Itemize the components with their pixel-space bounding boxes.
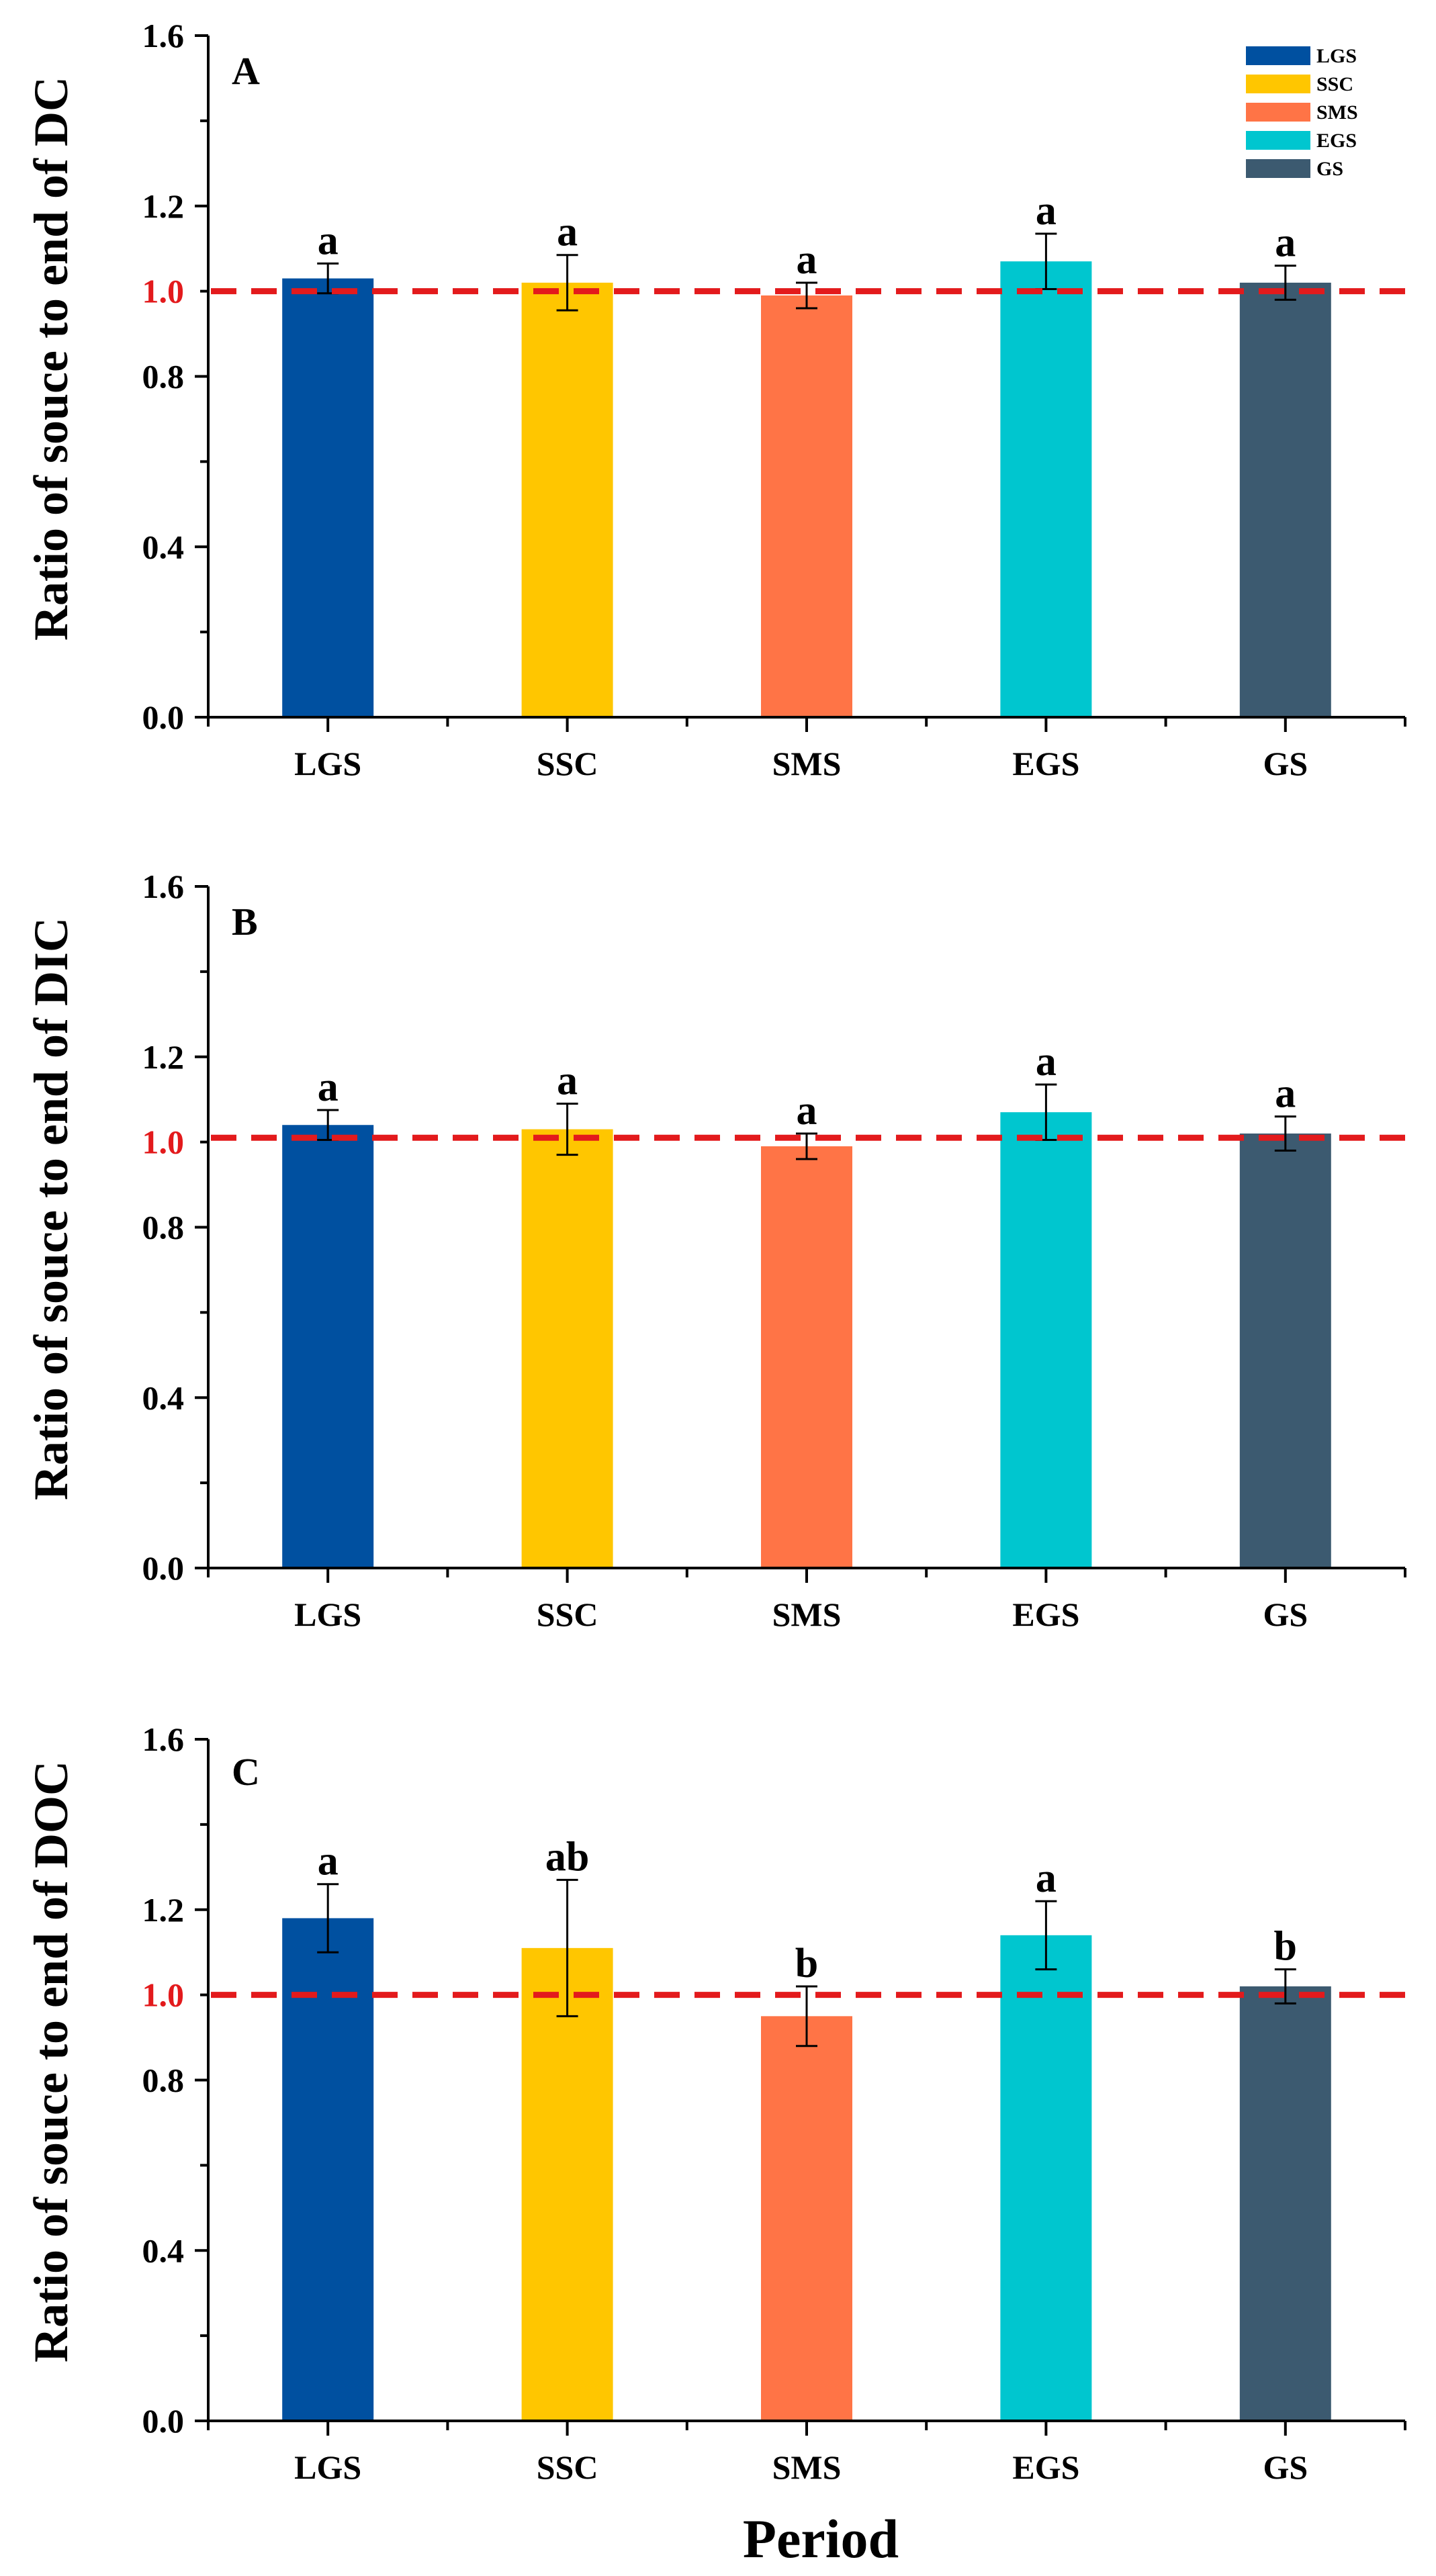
panel-label-b: B [232,900,258,944]
y-tick-label-c: 1.0 [142,1976,185,2014]
bar-b-lgs [282,1125,374,1568]
x-tick-label-c-egs: EGS [1012,2448,1079,2486]
y-tick-label-a: 0.0 [142,698,185,736]
significance-label-b-gs: a [1275,1071,1296,1117]
legend-swatch-sms [1246,103,1310,122]
y-tick-label-b: 1.2 [142,1038,185,1076]
error-bar-a-ssc [556,254,578,312]
x-tick-label-c-gs: GS [1263,2448,1308,2486]
y-tick-label-c: 1.2 [142,1891,185,1929]
legend-swatch-ssc [1246,75,1310,93]
legend-swatch-lgs [1246,46,1310,65]
error-bar-a-gs [1274,265,1296,301]
panel-label-c: C [232,1750,260,1794]
y-tick-label-a: 1.6 [142,17,185,54]
plot-area-a: a a a a a 0.0 0.4 0.8 1.0 1.2 1.6 LGS SSC SMS EGS GS [142,17,1406,782]
x-tick-label-a-sms: SMS [772,745,842,782]
x-tick-label-a-ssc: SSC [537,745,598,782]
error-bar-c-egs [1035,1900,1057,1971]
y-tick-label-b: 1.6 [142,868,185,905]
y-axis-label-b: Ratio of souce to end of DIC [24,917,78,1500]
y-tick-label-c: 0.4 [142,2232,185,2269]
y-axis-label-c: Ratio of souce to end of DOC [24,1761,78,2362]
y-tick-label-b: 0.8 [142,1209,185,1246]
error-bar-c-ssc [556,1878,578,2017]
significance-label-c-lgs: a [318,1839,339,1884]
y-tick-label-a: 1.0 [142,273,185,310]
panel-label-a: A [232,49,260,93]
bar-a-egs [1000,261,1092,717]
y-tick-label-a: 0.4 [142,528,185,565]
bar-c-sms [761,2016,852,2421]
error-bar-b-gs [1274,1115,1296,1152]
bar-b-sms [761,1146,852,1568]
y-tick-label-c: 0.0 [142,2402,185,2440]
y-tick-label-b: 0.0 [142,1549,185,1587]
x-tick-label-a-gs: GS [1263,745,1308,782]
y-tick-label-b: 1.0 [142,1123,185,1161]
bar-a-ssc [521,282,613,717]
x-tick-label-b-gs: GS [1263,1596,1308,1633]
significance-label-c-sms: b [795,1941,818,1986]
significance-label-a-egs: a [1036,188,1057,234]
x-tick-label-a-lgs: LGS [294,745,361,782]
significance-label-a-ssc: a [557,210,578,255]
x-tick-label-c-lgs: LGS [294,2448,361,2486]
plot-area-b: a a a a a 0.0 0.4 0.8 1.0 1.2 1.6 LGS SSC SMS EGS GS [142,868,1406,1633]
chart-panel-b: Ratio of souce to end of DIC B a a a a a 0.0 0… [24,868,1406,1633]
error-bar-c-sms [796,1985,817,2048]
legend-label-egs: EGS [1316,130,1357,152]
bar-b-ssc [521,1129,613,1568]
legend: LGS SSC SMS EGS GS [1246,45,1358,180]
error-bar-b-sms [796,1132,817,1160]
significance-label-b-lgs: a [318,1064,339,1110]
bar-a-sms [761,295,852,717]
y-tick-label-c: 1.6 [142,1720,185,1758]
significance-label-b-sms: a [797,1088,817,1134]
bar-a-gs [1239,282,1331,717]
bar-c-egs [1000,1935,1092,2421]
bar-b-egs [1000,1112,1092,1568]
error-bar-c-gs [1274,1968,1296,2005]
x-tick-label-b-lgs: LGS [294,1596,361,1633]
bar-b-gs [1239,1133,1331,1568]
y-tick-label-a: 0.8 [142,358,185,396]
significance-label-a-gs: a [1275,220,1296,266]
y-tick-label-b: 0.4 [142,1379,185,1416]
significance-label-a-sms: a [797,237,817,283]
bar-c-gs [1239,1986,1331,2421]
bar-c-ssc [521,1947,613,2421]
legend-label-ssc: SSC [1316,73,1353,95]
bar-a-lgs [282,278,374,717]
y-tick-label-c: 0.8 [142,2062,185,2099]
y-tick-label-a: 1.2 [142,187,185,225]
legend-label-gs: GS [1316,158,1343,180]
legend-label-sms: SMS [1316,101,1358,124]
y-axis-label-a: Ratio of souce to end of DC [24,77,78,641]
significance-label-c-gs: b [1274,1924,1297,1970]
legend-swatch-gs [1246,159,1310,178]
significance-label-a-lgs: a [318,218,339,263]
error-bar-a-sms [796,281,817,310]
x-tick-label-c-ssc: SSC [537,2448,598,2486]
x-tick-label-b-ssc: SSC [537,1596,598,1633]
legend-label-lgs: LGS [1316,45,1357,67]
bar-c-lgs [282,1918,374,2421]
significance-label-b-ssc: a [557,1058,578,1104]
x-tick-label-b-sms: SMS [772,1596,842,1633]
significance-label-c-egs: a [1036,1855,1057,1901]
legend-swatch-egs [1246,131,1310,150]
error-bar-b-ssc [556,1103,578,1156]
x-axis-title: Period [743,2508,899,2569]
x-tick-label-c-sms: SMS [772,2448,842,2486]
significance-label-c-ssc: ab [545,1834,589,1880]
chart-panel-a: Ratio of souce to end of DC A a a a a a 0.0 0.… [24,17,1406,782]
x-tick-label-a-egs: EGS [1012,745,1079,782]
chart-panel-c: Ratio of souce to end of DOC C a abbab0.0… [24,1720,1406,2486]
x-tick-label-b-egs: EGS [1012,1596,1079,1633]
error-bar-c-lgs [317,1883,339,1953]
significance-label-b-egs: a [1036,1039,1057,1085]
